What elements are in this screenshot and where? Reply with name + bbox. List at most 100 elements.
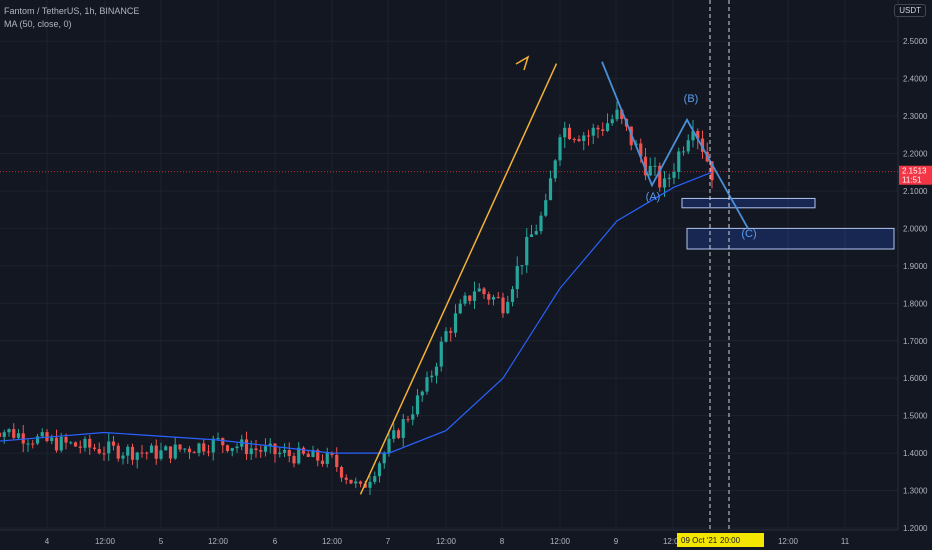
candle-body (126, 446, 130, 456)
price-axis[interactable]: 1.2000 1.3000 1.4000 1.5000 1.6000 1.7000 1.80… (899, 37, 932, 533)
candle-body (73, 442, 78, 447)
candle-body (268, 443, 272, 447)
candle-body (59, 437, 63, 451)
candle-body (45, 432, 49, 442)
y-tick-label: 1.7000 (903, 337, 928, 346)
candle-body (472, 291, 477, 301)
grid-lines (0, 0, 899, 531)
y-tick-label: 1.9000 (903, 262, 928, 271)
candle-body (491, 296, 496, 300)
candle-body (548, 178, 553, 201)
candle-body (577, 139, 581, 141)
candle-body (487, 294, 491, 300)
candle-body (88, 438, 92, 448)
candle-body (610, 119, 614, 124)
x-tick-label: 5 (159, 537, 164, 546)
y-tick-label: 2.5000 (903, 37, 928, 46)
candle-body (249, 448, 253, 455)
x-tick-label: 4 (45, 537, 50, 546)
candle-body (54, 437, 59, 451)
candle-body (192, 452, 196, 454)
candle-body (653, 165, 657, 167)
candle-body (102, 453, 106, 455)
y-tick-label: 1.3000 (903, 487, 928, 496)
chart-legend: Fantom / TetherUS, 1h, BINANCE MA (50, c… (4, 5, 139, 31)
candle-body (596, 127, 600, 130)
candle-body (35, 436, 40, 444)
x-tick-label: 7 (386, 537, 391, 546)
x-tick-label: 11 (841, 537, 850, 546)
candle-body (373, 476, 377, 482)
y-tick-label: 1.2000 (903, 524, 928, 533)
x-tick-label: 12:00 (663, 537, 684, 546)
candle-body (159, 450, 163, 459)
candle-body (349, 479, 353, 484)
currency-unit-button[interactable]: USDT (894, 4, 926, 17)
candle-body (662, 178, 667, 188)
candle-body (2, 432, 6, 437)
candle-body (301, 447, 306, 454)
candle-body (306, 453, 310, 457)
candle-body (97, 448, 101, 454)
candle-body (202, 443, 206, 452)
candle-body (591, 127, 595, 136)
y-tick-label: 1.4000 (903, 449, 928, 458)
candle-body (615, 109, 619, 120)
candle-body (667, 177, 671, 179)
candle-body (672, 171, 676, 178)
y-tick-label: 2.0000 (903, 224, 928, 233)
candle-body (520, 265, 524, 267)
candle-body (458, 303, 462, 314)
candle-body (529, 234, 534, 237)
x-tick-label: 12:00 (95, 537, 116, 546)
indicator-title[interactable]: MA (50, close, 0) (4, 19, 72, 29)
y-tick-label: 2.2000 (903, 150, 928, 159)
candle-body (601, 129, 605, 131)
target-zone (686, 227, 895, 250)
candle-body (211, 438, 215, 453)
candle-body (0, 432, 2, 437)
candle-body (221, 438, 225, 446)
candle-body (558, 137, 562, 161)
candle-body (7, 429, 11, 433)
candle-body (563, 127, 567, 138)
candle-body (259, 450, 263, 452)
candle-body (681, 151, 686, 153)
x-tick-label: 12:00 (778, 537, 799, 546)
candle-body (382, 453, 386, 464)
candle-body (415, 395, 420, 415)
candle-body (311, 450, 315, 457)
time-axis[interactable]: 4 12:00 5 12:00 6 12:00 7 12:00 8 12:00 9 12:00 12:0… (45, 533, 850, 547)
x-tick-label: 12:00 (322, 537, 343, 546)
impulse-arrow-line (359, 63, 558, 495)
candle-body (639, 143, 643, 157)
candle-body (64, 437, 68, 443)
candle-body (377, 463, 382, 477)
candle-body (434, 366, 439, 376)
candle-body (31, 443, 35, 445)
candle-body (430, 375, 434, 378)
symbol-title[interactable]: Fantom / TetherUS, 1h, BINANCE (4, 6, 140, 16)
candle-body (515, 266, 519, 290)
date-tag-label: 09 Oct '21 (681, 536, 718, 545)
price-tag (899, 165, 932, 185)
candle-body (420, 391, 424, 396)
candle-body (710, 161, 714, 181)
x-tick-label: 12:00 (436, 537, 457, 546)
candle-body (358, 481, 363, 484)
candle-body (164, 446, 168, 451)
candle-body (525, 236, 529, 266)
candle-body (26, 443, 30, 445)
candle-body (387, 438, 391, 454)
candle-body (539, 215, 543, 232)
candle-body (244, 439, 249, 455)
candle-body (183, 448, 187, 450)
candle-body (544, 200, 548, 216)
ma-line (0, 171, 713, 454)
y-tick-label: 1.8000 (903, 299, 928, 308)
candle-body (107, 441, 111, 454)
candle-body (145, 452, 149, 454)
candle-body (78, 446, 82, 448)
impulse-arrowhead (515, 55, 530, 71)
